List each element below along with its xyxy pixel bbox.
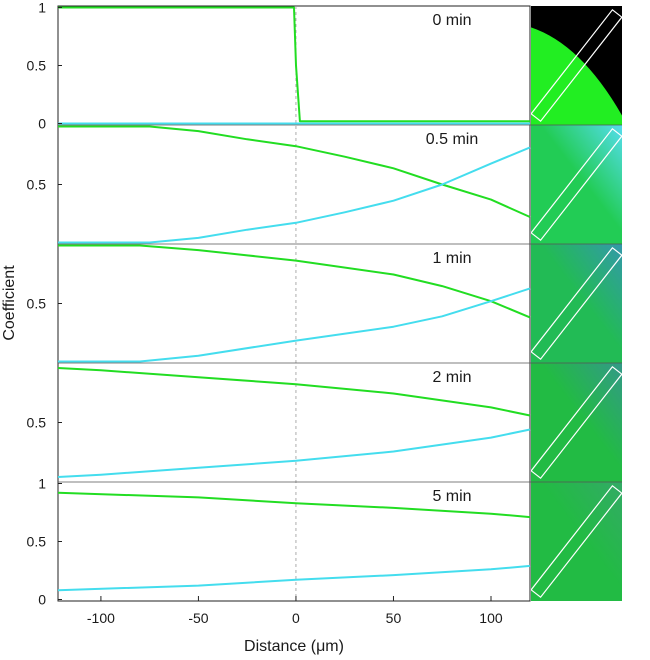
cyan-series-line — [57, 428, 531, 478]
axis-ticks: 0 0.5 1 0.5 0.5 0.5 0 0.5 1 -100 -50 0 50 100 — [27, 0, 503, 626]
side-images — [530, 6, 623, 601]
cyan-series-line — [58, 287, 531, 363]
y-tick-label: 0.5 — [27, 58, 47, 74]
y-tick-label: 0 — [38, 116, 46, 132]
cyan-series-line — [58, 146, 531, 244]
x-tick-label: -50 — [188, 610, 208, 626]
y-tick-label: 1 — [38, 0, 46, 16]
x-axis-label: Distance (μm) — [244, 638, 344, 655]
y-tick-label: 0.5 — [27, 177, 47, 193]
panel-image — [531, 482, 622, 601]
panel-time-label: 5 min — [432, 488, 471, 505]
panel-image — [531, 125, 622, 244]
panel-time-label: 0.5 min — [426, 131, 478, 148]
y-axis-label: Coefficient — [1, 265, 18, 341]
x-tick-label: 100 — [479, 610, 503, 626]
panel-time-label: 1 min — [432, 250, 471, 267]
roi-rectangle — [530, 127, 623, 242]
y-tick-label: 0.5 — [27, 534, 47, 550]
roi-rectangle — [530, 484, 623, 599]
green-series-line — [57, 367, 531, 417]
green-series-line — [58, 6, 530, 123]
green-series-line — [57, 491, 531, 519]
panel-labels: 0 min 0.5 min 1 min 2 min 5 min — [426, 12, 478, 505]
x-tick-label: 0 — [292, 610, 300, 626]
y-tick-label: 0 — [38, 592, 46, 608]
x-tick-label: 50 — [386, 610, 402, 626]
y-tick-label: 0.5 — [27, 296, 47, 312]
green-series-line — [58, 244, 531, 319]
panel-time-label: 2 min — [432, 369, 471, 386]
panel-image — [531, 363, 622, 482]
y-tick-label: 1 — [38, 476, 46, 492]
roi-rectangle — [530, 246, 623, 361]
roi-rectangle — [530, 8, 623, 123]
x-tick-label: -100 — [87, 610, 115, 626]
panel-image — [531, 244, 622, 363]
y-tick-label: 0.5 — [27, 415, 47, 431]
panel-time-label: 0 min — [432, 12, 471, 29]
cyan-series-line — [57, 564, 531, 592]
roi-rectangle — [530, 365, 623, 480]
green-series-line — [58, 125, 531, 218]
